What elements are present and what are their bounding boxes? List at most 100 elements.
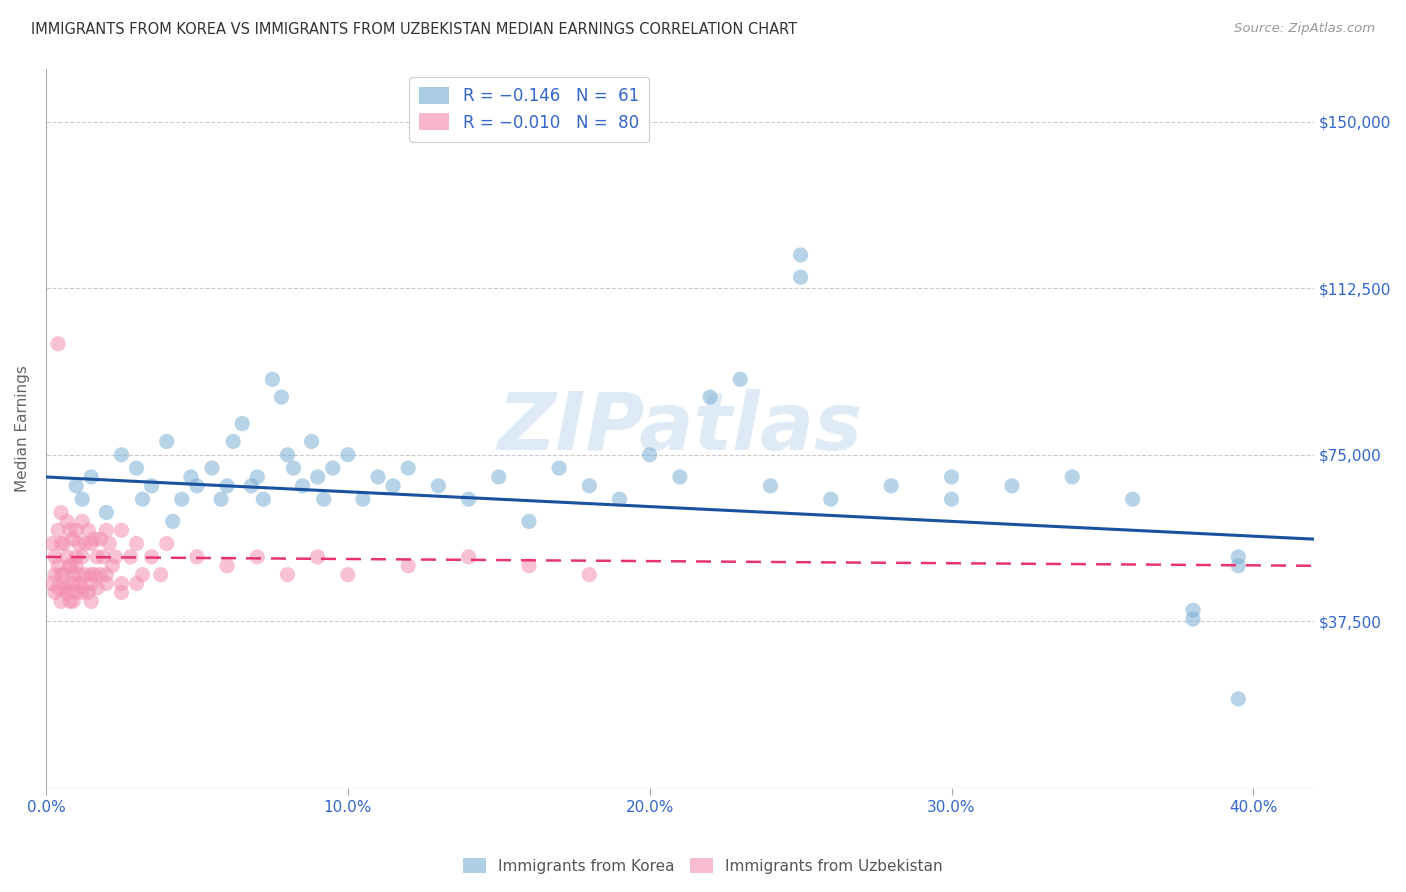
Point (80, 567, 103, 582)
Point (65, 549, 87, 564)
Point (131, 567, 153, 582)
Point (46, 523, 69, 537)
Point (270, 390, 292, 404)
Point (56, 549, 79, 564)
Point (56, 514, 79, 528)
Point (59, 523, 82, 537)
Y-axis label: Median Earnings: Median Earnings (15, 365, 30, 491)
Point (156, 536, 179, 550)
Point (941, 492, 963, 507)
Point (457, 549, 479, 564)
Point (578, 567, 600, 582)
Point (396, 558, 419, 573)
Point (56, 581, 79, 595)
Point (252, 492, 274, 507)
Point (396, 461, 419, 475)
Point (110, 585, 132, 599)
Point (125, 576, 148, 591)
Text: IMMIGRANTS FROM KOREA VS IMMIGRANTS FROM UZBEKISTAN MEDIAN EARNINGS CORRELATION : IMMIGRANTS FROM KOREA VS IMMIGRANTS FROM… (31, 22, 797, 37)
Point (1122, 492, 1144, 507)
Point (86, 549, 108, 564)
Point (89, 532, 111, 546)
Point (53, 581, 76, 595)
Point (49, 536, 72, 550)
Point (41, 576, 63, 591)
Point (322, 461, 344, 475)
Point (231, 417, 253, 431)
Point (75, 536, 97, 550)
Point (83, 567, 105, 582)
Point (65, 558, 87, 573)
Point (120, 549, 142, 564)
Point (53, 567, 76, 582)
Point (141, 549, 163, 564)
Point (83, 532, 105, 546)
Point (110, 448, 132, 462)
Point (517, 558, 540, 573)
Point (186, 549, 208, 564)
Point (80, 576, 103, 591)
Point (222, 434, 245, 449)
Point (669, 470, 692, 484)
Point (170, 492, 193, 507)
Point (548, 461, 571, 475)
Text: ZIPatlas: ZIPatlas (498, 389, 862, 467)
Point (820, 492, 842, 507)
Point (62, 532, 84, 546)
Point (367, 470, 389, 484)
Legend: Immigrants from Korea, Immigrants from Uzbekistan: Immigrants from Korea, Immigrants from U… (457, 852, 949, 880)
Point (125, 536, 148, 550)
Point (65, 523, 87, 537)
Point (65, 585, 87, 599)
Point (49, 594, 72, 608)
Point (96, 567, 118, 582)
Point (46, 558, 69, 573)
Point (91, 549, 114, 564)
Point (41, 536, 63, 550)
Point (291, 479, 314, 493)
Point (53, 536, 76, 550)
Point (789, 270, 811, 285)
Point (70, 585, 93, 599)
Point (1182, 612, 1205, 626)
Point (70, 492, 93, 507)
Point (217, 479, 239, 493)
Point (125, 461, 148, 475)
Point (457, 492, 479, 507)
Point (382, 479, 405, 493)
Point (44, 585, 66, 599)
Point (880, 479, 903, 493)
Point (217, 558, 239, 573)
Point (131, 492, 153, 507)
Point (699, 390, 721, 404)
Point (186, 479, 208, 493)
Point (276, 567, 298, 582)
Point (67, 576, 90, 591)
Point (44, 549, 66, 564)
Point (517, 514, 540, 528)
Point (59, 558, 82, 573)
Point (240, 479, 263, 493)
Point (1227, 558, 1250, 573)
Point (89, 567, 111, 582)
Point (80, 536, 103, 550)
Point (283, 461, 305, 475)
Point (96, 506, 118, 520)
Point (65, 479, 87, 493)
Point (1062, 470, 1084, 484)
Point (728, 372, 751, 386)
Point (56, 585, 79, 599)
Point (1227, 549, 1250, 564)
Point (80, 594, 103, 608)
Point (59, 558, 82, 573)
Point (941, 470, 963, 484)
Point (307, 549, 329, 564)
Point (62, 567, 84, 582)
Point (312, 492, 335, 507)
Point (75, 567, 97, 582)
Point (96, 523, 118, 537)
Point (70, 514, 93, 528)
Point (307, 470, 329, 484)
Point (162, 514, 184, 528)
Point (101, 558, 124, 573)
